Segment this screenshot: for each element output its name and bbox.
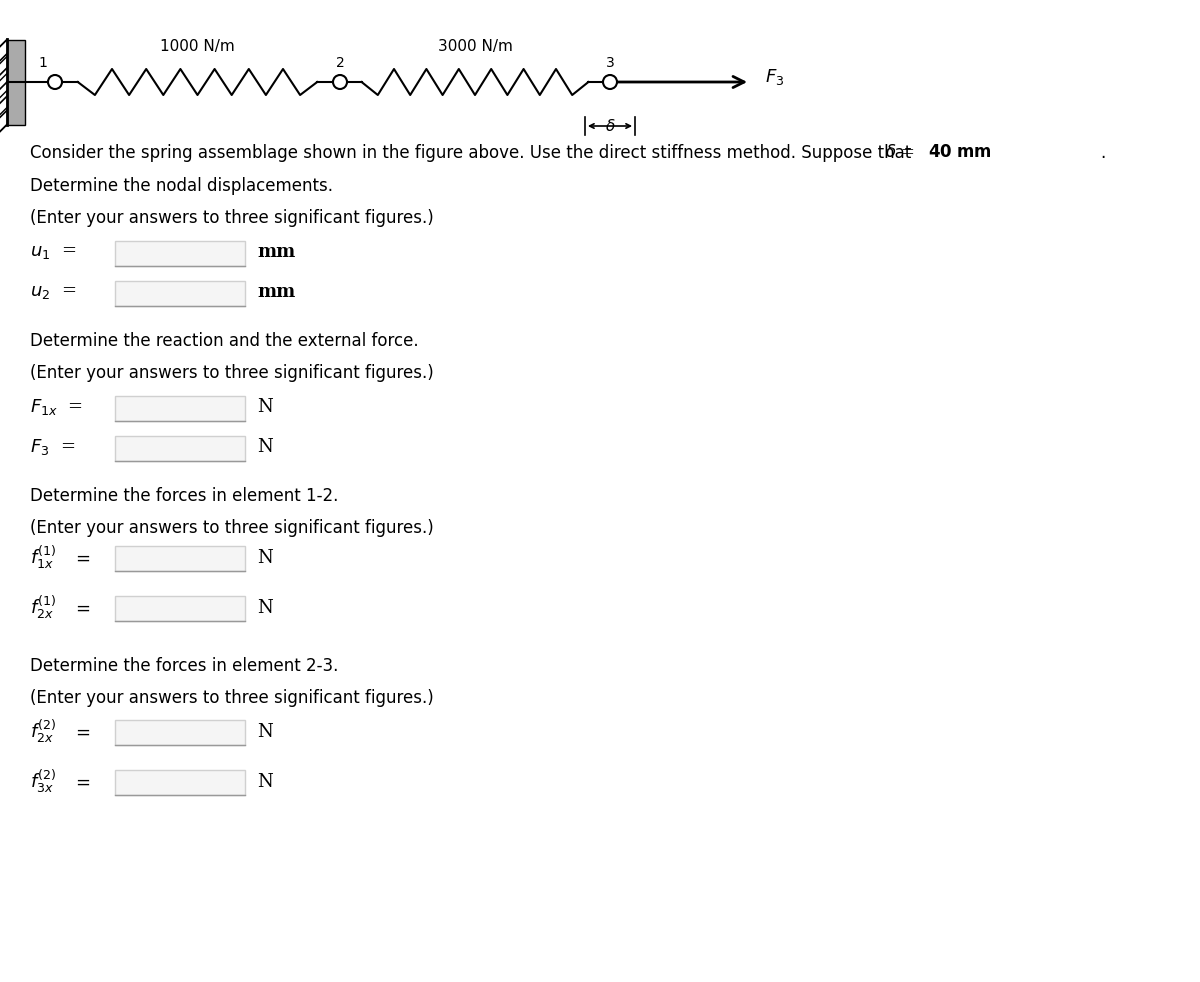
Text: $=$: $=$ [72,723,91,741]
Text: mm: mm [257,283,295,301]
Text: 1000 N/m: 1000 N/m [160,39,235,54]
Text: $f^{(2)}_{2x}$: $f^{(2)}_{2x}$ [30,719,56,745]
Text: (Enter your answers to three significant figures.): (Enter your answers to three significant… [30,689,433,707]
Bar [115,281,245,306]
Text: $=$: $=$ [72,773,91,791]
Text: $=$: $=$ [72,549,91,567]
Bar [115,436,245,461]
Text: Determine the forces in element 2-3.: Determine the forces in element 2-3. [30,657,338,675]
Text: N: N [257,773,272,791]
Text: $\delta$: $\delta$ [605,118,616,134]
Text: N: N [257,599,272,617]
Text: $F_{1x}$  =: $F_{1x}$ = [30,397,83,417]
Text: $u_2$  =: $u_2$ = [30,283,77,301]
Text: Determine the forces in element 1-2.: Determine the forces in element 1-2. [30,487,338,505]
Bar [115,770,245,795]
Text: $\delta$ =: $\delta$ = [886,144,917,161]
Text: (Enter your answers to three significant figures.): (Enter your answers to three significant… [30,364,433,382]
Text: $u_1$  =: $u_1$ = [30,243,77,261]
Text: $F_3$: $F_3$ [766,67,785,87]
Text: (Enter your answers to three significant figures.): (Enter your answers to three significant… [30,209,433,227]
Text: $=$: $=$ [72,599,91,617]
Text: 3: 3 [606,56,614,70]
Text: 3000 N/m: 3000 N/m [438,39,512,54]
Circle shape [334,75,347,89]
Bar [115,546,245,571]
Text: 2: 2 [336,56,344,70]
Text: $f^{(1)}_{2x}$: $f^{(1)}_{2x}$ [30,594,56,622]
Text: Determine the nodal displacements.: Determine the nodal displacements. [30,177,334,195]
Text: N: N [257,438,272,456]
Text: N: N [257,549,272,567]
Text: $\mathbf{40\ mm}$: $\mathbf{40\ mm}$ [928,144,992,161]
Bar [7,39,25,125]
Circle shape [48,75,62,89]
Bar [115,396,245,421]
Text: N: N [257,398,272,416]
Text: mm: mm [257,243,295,261]
Text: N: N [257,723,272,741]
Text: .: . [1100,144,1105,162]
Text: Determine the reaction and the external force.: Determine the reaction and the external … [30,332,419,350]
Bar [115,241,245,266]
Text: 1: 1 [38,56,47,70]
Bar [115,720,245,745]
Text: $f^{(1)}_{1x}$: $f^{(1)}_{1x}$ [30,545,56,572]
Bar [115,596,245,621]
Text: Consider the spring assemblage shown in the figure above. Use the direct stiffne: Consider the spring assemblage shown in … [30,144,917,162]
Text: $f^{(2)}_{3x}$: $f^{(2)}_{3x}$ [30,769,56,795]
Text: (Enter your answers to three significant figures.): (Enter your answers to three significant… [30,519,433,537]
Circle shape [604,75,617,89]
Text: $F_3$  =: $F_3$ = [30,437,76,457]
